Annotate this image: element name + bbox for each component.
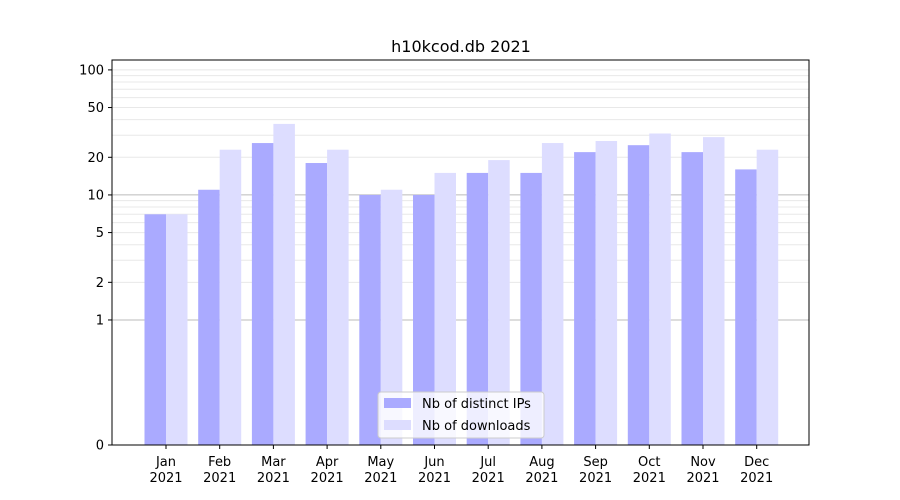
bar-distinct-ips-oct [627,145,650,445]
bars [144,123,779,446]
bar-downloads-jul [488,160,510,445]
x-tick-label-year: 2021 [364,471,397,486]
bar-downloads-dec [756,149,779,446]
bar-downloads-may [380,189,403,445]
legend-label-downloads: Nb of downloads [422,419,531,434]
legend-label-distinct-ips: Nb of distinct IPs [422,397,531,412]
bar-distinct-ips-aug [520,172,542,445]
x-tick-label-year: 2021 [418,471,451,486]
bar-distinct-ips-jun [413,194,435,445]
chart-title: h10kcod.db 2021 [391,37,531,56]
bar-distinct-ips-jul [466,172,489,445]
bar-downloads-oct [649,133,671,445]
y-tick-label: 0 [96,439,104,454]
x-tick-label-month: Sep [583,455,608,470]
bar-downloads-jan [166,214,188,445]
x-tick-label-year: 2021 [579,471,612,486]
legend-box [377,391,545,439]
x-tick-label-year: 2021 [633,471,666,486]
bar-downloads-nov [703,137,725,445]
x-tick-label-month: Mar [261,455,286,470]
x-axis: Jan2021Feb2021Mar2021Apr2021May2021Jun20… [149,445,773,486]
x-tick-label-year: 2021 [472,471,505,486]
x-tick-label-year: 2021 [525,471,558,486]
x-tick-label-year: 2021 [311,471,344,486]
x-tick-label-month: Jun [423,455,444,470]
y-tick-label: 10 [87,188,104,203]
y-tick-label: 100 [79,63,104,78]
y-tick-label: 1 [96,313,104,328]
bar-distinct-ips-sep [574,152,596,445]
x-tick-label-month: Nov [690,455,716,470]
bar-downloads-jun [434,172,456,445]
legend-swatch-downloads [384,420,411,430]
y-tick-label: 5 [96,226,104,241]
legend: Nb of distinct IPs Nb of downloads [377,391,545,439]
x-tick-label-month: Apr [316,455,339,470]
bar-downloads-mar [273,123,295,445]
bar-downloads-aug [541,143,564,445]
x-tick-label-month: May [367,455,394,470]
x-tick-label-month: Oct [638,455,660,470]
bar-distinct-ips-may [359,194,381,445]
y-tick-label: 2 [96,276,104,291]
x-tick-label-month: Jul [479,455,496,470]
bar-distinct-ips-dec [735,169,757,445]
bar-distinct-ips-jan [144,214,166,445]
y-tick-label: 50 [87,101,104,116]
y-axis: 0 1 2 5 10 20 50 100 [79,63,112,454]
bar-downloads-apr [327,149,349,446]
x-tick-label-year: 2021 [203,471,236,486]
y-tick-label: 20 [87,151,104,166]
x-tick-label-year: 2021 [257,471,290,486]
bar-downloads-feb [219,149,242,446]
bar-distinct-ips-feb [198,189,220,445]
x-tick-label-month: Jan [155,455,176,470]
bar-distinct-ips-nov [681,152,703,445]
legend-swatch-distinct-ips [384,398,411,408]
x-tick-label-year: 2021 [149,471,182,486]
bar-distinct-ips-apr [305,163,328,445]
x-tick-label-month: Aug [529,455,554,470]
x-tick-label-month: Dec [744,455,769,470]
plot-frame [111,59,810,446]
bar-downloads-sep [595,140,618,445]
x-tick-label-month: Feb [208,455,231,470]
x-tick-label-year: 2021 [740,471,773,486]
bar-distinct-ips-mar [251,143,274,445]
x-tick-label-year: 2021 [686,471,719,486]
